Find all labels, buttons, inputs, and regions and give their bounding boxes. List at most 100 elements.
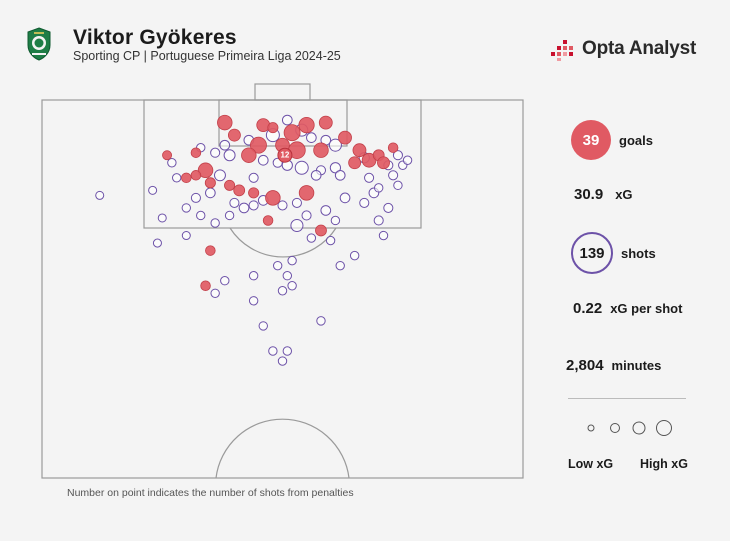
shot-point-46 <box>330 215 341 226</box>
xg-per-shot-label: xG per shot <box>610 301 683 316</box>
shot-point-66 <box>335 260 345 271</box>
shot-point-53 <box>220 276 230 286</box>
goal-point-30 <box>200 280 211 291</box>
shot-point-41 <box>277 200 288 211</box>
shots-bubble: 139 <box>571 232 613 274</box>
xg-label: xG <box>615 187 633 202</box>
shot-point-59 <box>268 346 278 356</box>
shot-point-70 <box>310 169 322 181</box>
shot-point-14 <box>294 160 309 175</box>
shot-map: 12 <box>41 83 524 479</box>
goal-point-33 <box>267 122 279 134</box>
goals-layer <box>162 114 399 291</box>
shot-point-52 <box>248 270 259 281</box>
goal-point-3 <box>318 115 333 130</box>
goal-point-27 <box>262 215 274 226</box>
shots-label: shots <box>621 245 656 261</box>
shot-point-45 <box>320 205 332 216</box>
shot-point-30 <box>171 173 182 183</box>
shot-point-75 <box>373 183 384 193</box>
xg-per-shot-value: 0.22 <box>573 300 603 317</box>
legend-circle-l <box>656 420 672 436</box>
goal-point-29 <box>205 245 216 256</box>
divider <box>568 398 686 399</box>
shot-point-35 <box>196 210 206 221</box>
goal-point-23 <box>224 179 236 191</box>
shot-point-76 <box>393 180 403 191</box>
stat-shots: 139 shots <box>571 232 656 274</box>
shot-point-44 <box>290 218 304 233</box>
xg-size-legend <box>587 420 672 436</box>
goal-point-11 <box>338 130 352 145</box>
shot-point-51 <box>282 270 293 281</box>
shot-point-55 <box>277 286 288 296</box>
legend-high-label: High xG <box>640 457 688 471</box>
goal-point-0 <box>217 114 233 131</box>
minutes-label: minutes <box>611 358 662 373</box>
shot-point-48 <box>306 233 317 243</box>
penalty-marker-circle <box>277 147 293 163</box>
footnote: Number on point indicates the number of … <box>67 487 354 499</box>
goal-point-20 <box>181 172 192 184</box>
shot-point-74 <box>181 231 191 241</box>
shot-point-3 <box>306 132 317 143</box>
penalty-arc <box>229 227 337 258</box>
shot-point-57 <box>248 296 259 306</box>
shot-point-67 <box>349 250 360 261</box>
goal-point-9 <box>241 147 257 163</box>
legend-circle-s <box>610 423 620 433</box>
goal-point-24 <box>248 187 260 199</box>
shot-point-23 <box>388 170 399 181</box>
stat-goals: 39 goals <box>571 120 653 160</box>
goal-point-25 <box>265 190 281 206</box>
xg-value: 30.9 <box>574 186 604 203</box>
shot-point-39 <box>248 200 259 211</box>
shot-point-34 <box>181 203 192 213</box>
centre-circle <box>215 418 350 479</box>
legend-circle-xs <box>587 424 595 432</box>
goal <box>254 83 311 101</box>
goal-point-31 <box>387 142 399 153</box>
shot-point-72 <box>229 197 240 208</box>
goal-point-4 <box>227 128 241 142</box>
shot-point-50 <box>272 260 283 271</box>
shot-point-16 <box>329 162 342 174</box>
shot-point-6 <box>328 138 342 152</box>
goal-point-21 <box>204 177 216 189</box>
shot-point-20 <box>392 150 403 161</box>
shot-point-29 <box>167 158 177 168</box>
goal-point-16 <box>348 156 362 170</box>
shot-point-73 <box>95 190 105 200</box>
shot-point-63 <box>148 185 158 195</box>
shot-point-71 <box>339 192 351 204</box>
shot-point-58 <box>258 321 268 331</box>
shot-point-49 <box>287 255 297 266</box>
goal-point-10 <box>313 142 329 158</box>
goal-point-12 <box>352 143 367 158</box>
penalty-marker-label: 12 <box>280 151 289 160</box>
shot-point-24 <box>364 172 375 183</box>
shot-point-56 <box>287 281 297 291</box>
shot-point-68 <box>378 230 389 241</box>
goal-point-5 <box>283 124 301 142</box>
shot-point-60 <box>282 346 293 356</box>
shot-point-31 <box>213 169 226 182</box>
goal-point-2 <box>298 117 315 134</box>
sporting-cp-crest-icon <box>27 27 51 61</box>
stat-minutes: 2,804 minutes <box>566 357 661 374</box>
shot-point-62 <box>316 316 326 326</box>
goal-point-18 <box>197 162 214 179</box>
shot-point-26 <box>359 197 370 208</box>
shot-point-36 <box>210 218 220 228</box>
shot-point-65 <box>152 238 162 248</box>
brand: Opta Analyst <box>550 36 696 62</box>
goal-point-15 <box>377 156 390 170</box>
shot-point-61 <box>277 356 288 366</box>
goal-point-32 <box>162 150 173 161</box>
shot-point-0 <box>281 114 293 126</box>
legend-low-label: Low xG <box>568 457 614 471</box>
shot-point-32 <box>205 187 216 199</box>
shot-point-17 <box>334 169 346 181</box>
shot-point-27 <box>383 202 394 213</box>
page-subtitle: Sporting CP | Portuguese Primeira Liga 2… <box>73 49 341 63</box>
